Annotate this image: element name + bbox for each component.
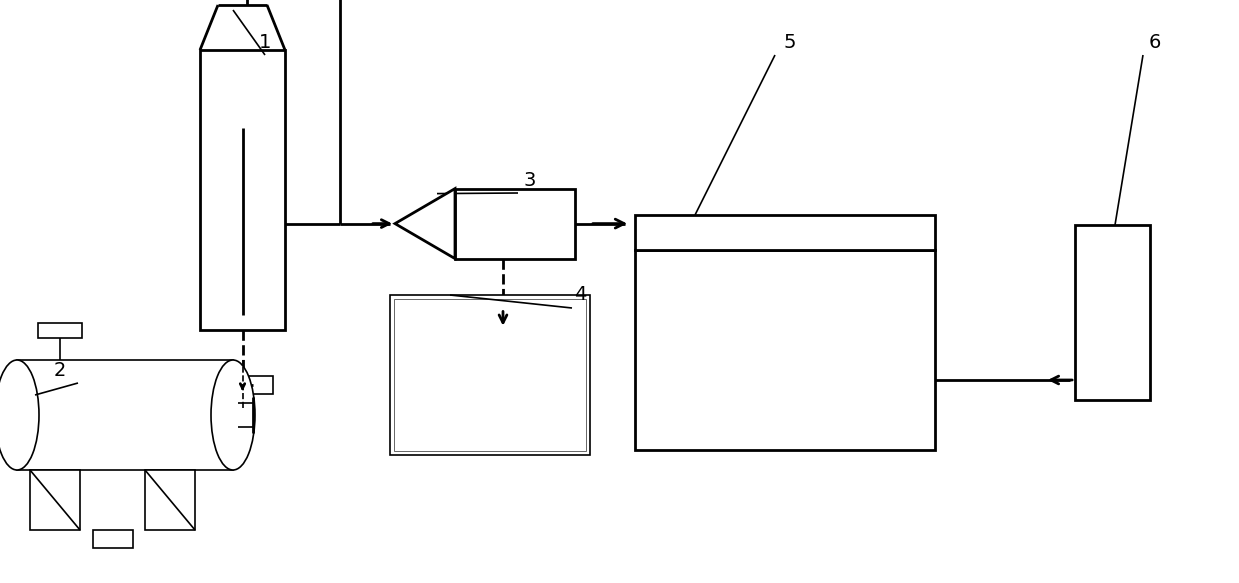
Bar bbox=[390, 295, 590, 455]
Bar bbox=[93, 530, 133, 548]
Bar bbox=[636, 250, 935, 450]
Bar bbox=[38, 323, 82, 338]
Polygon shape bbox=[395, 188, 455, 259]
Text: 6: 6 bbox=[1149, 33, 1161, 51]
Bar bbox=[394, 299, 586, 451]
Text: 3: 3 bbox=[524, 170, 536, 189]
Bar bbox=[199, 50, 285, 330]
Bar bbox=[145, 470, 195, 530]
Bar bbox=[30, 470, 81, 530]
Text: 5: 5 bbox=[784, 33, 797, 51]
Bar bbox=[17, 360, 233, 470]
Bar bbox=[636, 215, 935, 250]
Bar bbox=[213, 376, 273, 394]
Ellipse shape bbox=[0, 360, 38, 470]
Text: 4: 4 bbox=[574, 286, 586, 304]
Ellipse shape bbox=[211, 360, 255, 470]
Bar bbox=[455, 188, 575, 259]
Bar bbox=[1075, 225, 1150, 400]
Text: 1: 1 bbox=[259, 33, 271, 51]
Text: 2: 2 bbox=[53, 360, 66, 380]
